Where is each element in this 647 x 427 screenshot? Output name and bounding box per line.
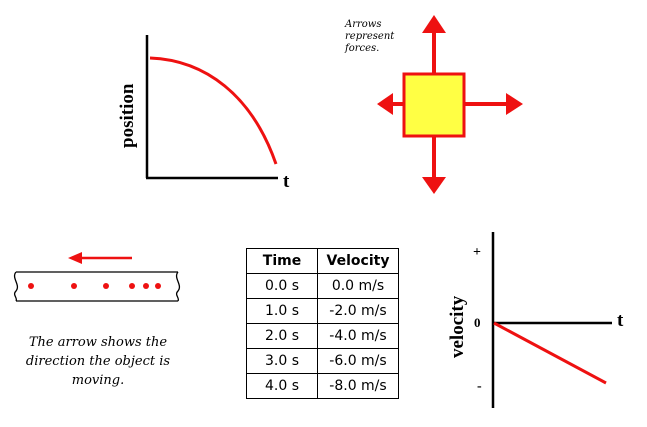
force-arrowhead-down — [422, 177, 446, 194]
velocity-cell: -2.0 m/s — [317, 298, 399, 324]
table-header-row: Time Velocity — [246, 248, 399, 274]
track-right-end — [175, 271, 181, 302]
position-dot — [143, 283, 149, 289]
table-row: 2.0 s -4.0 m/s — [246, 323, 399, 349]
time-velocity-table: Time Velocity 0.0 s 0.0 m/s 1.0 s -2.0 m… — [246, 248, 399, 399]
position-curve — [149, 56, 278, 165]
force-note: Arrows represent forces. — [345, 19, 394, 55]
force-arrowhead-up — [422, 15, 446, 33]
table-row: 3.0 s -6.0 m/s — [246, 348, 399, 374]
position-graph: position t — [117, 35, 290, 192]
position-dot — [28, 283, 34, 289]
time-cell: 3.0 s — [246, 348, 318, 374]
force-note-line: represent — [345, 31, 395, 42]
force-diagram — [377, 15, 523, 194]
table-row: 0.0 s 0.0 m/s — [246, 273, 399, 299]
velocity-x-label: t — [617, 310, 624, 331]
table-row: 1.0 s -2.0 m/s — [246, 298, 399, 324]
force-arrowhead-right — [506, 93, 523, 115]
time-cell: 1.0 s — [246, 298, 318, 324]
time-cell: 2.0 s — [246, 323, 318, 349]
force-box — [402, 72, 466, 138]
motion-caption: The arrow shows the direction the object… — [25, 335, 171, 388]
velocity-graph: velocity t + 0 - — [447, 232, 624, 408]
table-header-velocity: Velocity — [317, 248, 399, 274]
track-left-end — [13, 271, 19, 302]
velocity-cell: 0.0 m/s — [317, 273, 399, 299]
velocity-cell: -8.0 m/s — [317, 373, 399, 399]
position-dot — [71, 283, 77, 289]
force-arrowhead-left — [377, 93, 393, 115]
velocity-line — [493, 321, 607, 385]
position-dot — [129, 283, 135, 289]
table-header-time: Time — [246, 248, 318, 274]
force-note-line: Arrows — [345, 19, 382, 30]
velocity-plus-label: + — [473, 245, 481, 260]
time-cell: 4.0 s — [246, 373, 318, 399]
position-x-label: t — [283, 171, 290, 192]
position-y-label: position — [117, 83, 138, 148]
table-row: 4.0 s -8.0 m/s — [246, 373, 399, 399]
velocity-zero-label: 0 — [474, 315, 481, 330]
motion-diagram — [13, 252, 181, 302]
velocity-minus-label: - — [477, 379, 482, 394]
time-cell: 0.0 s — [246, 273, 318, 299]
position-dot — [155, 283, 161, 289]
motion-direction-arrowhead — [68, 252, 82, 264]
position-dot — [103, 283, 109, 289]
velocity-y-label: velocity — [447, 295, 468, 358]
velocity-cell: -6.0 m/s — [317, 348, 399, 374]
velocity-cell: -4.0 m/s — [317, 323, 399, 349]
force-note-line: forces. — [345, 43, 380, 54]
